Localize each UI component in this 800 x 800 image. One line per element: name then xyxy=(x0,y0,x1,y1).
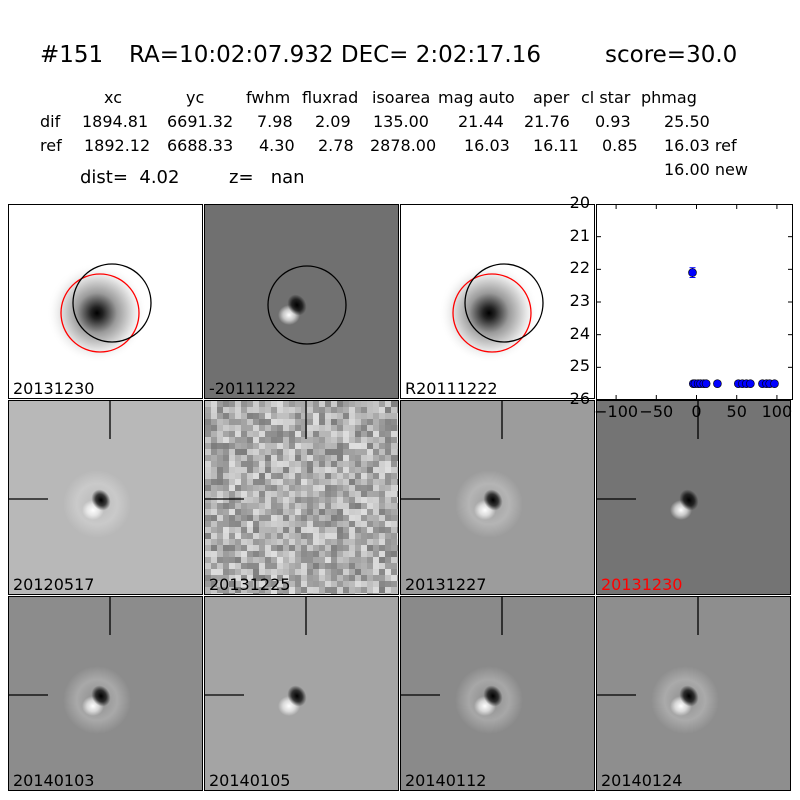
y-tick-label: 24 xyxy=(569,323,590,343)
stamp-date-label: R20111222 xyxy=(405,379,498,398)
stamp-date-label: -20111222 xyxy=(209,379,297,398)
table-cell: 16.03 xyxy=(464,136,510,155)
stamp-image xyxy=(597,597,719,734)
x-tick-label: 0 xyxy=(691,402,702,421)
image-stamp: 20131227 xyxy=(400,400,595,595)
image-stamp: 20140124 xyxy=(596,596,791,791)
table-cell: 4.30 xyxy=(259,136,295,155)
image-stamp: 20131230 xyxy=(8,204,203,399)
image-stamp: 20120517 xyxy=(8,400,203,595)
y-tick-label: 25 xyxy=(569,356,590,376)
table-cell: 2.78 xyxy=(318,136,354,155)
distance: dist= 4.02 xyxy=(80,167,180,188)
light-curve-svg xyxy=(596,203,793,401)
stamp-date-label: 20131230 xyxy=(13,379,95,398)
col-phmag: phmag xyxy=(641,88,697,107)
stamp-image xyxy=(401,597,523,734)
table-cell: 1892.12 xyxy=(84,136,151,155)
phmag-new: 16.00 new xyxy=(664,160,748,179)
col-aper: aper xyxy=(533,88,570,107)
stamp-date-label: 20140105 xyxy=(209,771,291,790)
object-id: #151 xyxy=(40,42,104,68)
redshift: z= nan xyxy=(229,167,305,188)
stamp-image xyxy=(205,597,307,716)
x-tick-label: 100 xyxy=(761,402,793,421)
table-cell: 21.44 xyxy=(458,112,504,131)
stamp-image xyxy=(9,597,131,734)
stamp-date-label: 20131230 xyxy=(601,575,683,594)
image-stamp: 20140105 xyxy=(204,596,399,791)
stamp-date-label: 20140103 xyxy=(13,771,95,790)
stamp-image xyxy=(401,401,523,538)
col-isoarea: isoarea xyxy=(372,88,431,107)
table-cell: 6691.32 xyxy=(167,112,234,131)
image-stamp: 20140103 xyxy=(8,596,203,791)
table-cell: 0.85 xyxy=(602,136,638,155)
stamp-image xyxy=(205,401,398,594)
stamp-image xyxy=(267,265,347,345)
y-tick-label: 21 xyxy=(569,225,590,245)
table-cell: 21.76 xyxy=(524,112,570,131)
score: score=30.0 xyxy=(605,42,738,68)
stamp-image xyxy=(597,401,699,520)
image-stamp: R20111222 xyxy=(400,204,595,399)
table-cell: 16.11 xyxy=(533,136,579,155)
image-stamp: -20111222 xyxy=(204,204,399,399)
table-cell: 6688.33 xyxy=(167,136,234,155)
image-stamp: 20131225 xyxy=(204,400,399,595)
table-cell: 0.93 xyxy=(595,112,631,131)
col-xc: xc xyxy=(104,88,122,107)
y-tick-label: 26 xyxy=(569,389,590,408)
data-point xyxy=(701,379,711,388)
x-tick-label: 50 xyxy=(726,402,747,421)
row-label: dif xyxy=(40,112,61,131)
stamp-date-label: 20140112 xyxy=(405,771,487,790)
x-tick-label: −50 xyxy=(639,402,674,421)
radec-coordinates: RA=10:02:07.932 DEC= 2:02:17.16 xyxy=(129,42,542,68)
stamp-date-label: 20120517 xyxy=(13,575,95,594)
stamp-date-label: 20131225 xyxy=(209,575,291,594)
col-fluxrad: fluxrad xyxy=(302,88,359,107)
stamp-date-label: 20131227 xyxy=(405,575,487,594)
table-cell: 16.03 ref xyxy=(664,136,737,155)
row-label: ref xyxy=(40,136,62,155)
stamp-date-label: 20140124 xyxy=(601,771,683,790)
data-point xyxy=(746,379,755,388)
stamp-image xyxy=(9,401,131,538)
table-cell: 7.98 xyxy=(257,112,293,131)
table-cell: 1894.81 xyxy=(82,112,149,131)
stamp-image xyxy=(439,263,544,363)
table-cell: 2878.00 xyxy=(370,136,437,155)
col-cl-star: cl star xyxy=(581,88,631,107)
table-cell: 135.00 xyxy=(373,112,429,131)
x-tick-label: −100 xyxy=(594,402,639,421)
data-point xyxy=(713,379,722,388)
col-fwhm: fwhm xyxy=(246,88,291,107)
stamp-image xyxy=(47,263,152,363)
image-stamp: 20131230 xyxy=(596,400,791,595)
table-cell: 2.09 xyxy=(315,112,351,131)
light-curve-plot xyxy=(596,203,793,401)
y-tick-label: 20 xyxy=(569,193,590,212)
col-mag-auto: mag auto xyxy=(438,88,515,107)
data-point xyxy=(688,268,697,277)
image-stamp: 20140112 xyxy=(400,596,595,791)
col-yc: yc xyxy=(186,88,205,107)
y-tick-label: 23 xyxy=(569,291,590,310)
y-tick-label: 22 xyxy=(569,258,590,278)
table-cell: 25.50 xyxy=(664,112,710,131)
data-point xyxy=(770,379,779,388)
